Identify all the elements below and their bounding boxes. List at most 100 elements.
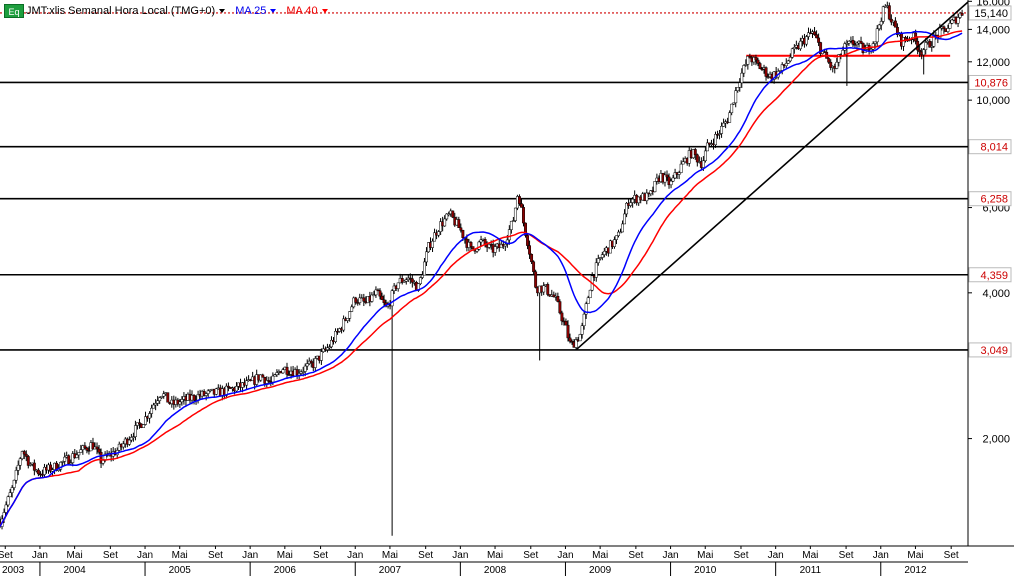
candle-body: [4, 504, 8, 513]
instrument-type-badge[interactable]: Eq: [4, 4, 24, 18]
ma25-legend[interactable]: MA 25: [235, 5, 267, 17]
candle-body: [528, 245, 532, 255]
year-label: 2010: [694, 565, 717, 576]
month-tick-label: Mai: [907, 550, 923, 561]
candle-body: [522, 207, 525, 224]
month-tick-label: Jan: [347, 550, 363, 561]
price-tick-label: 10,000: [976, 95, 1010, 107]
candle-body: [879, 21, 883, 26]
candle-body: [208, 389, 212, 392]
candle-body: [378, 290, 382, 297]
price-tick-label: 14,000: [976, 24, 1010, 36]
year-label: 2011: [800, 565, 822, 576]
candle-body: [829, 61, 833, 68]
candle-body: [479, 239, 483, 243]
month-tick-label: Set: [0, 550, 13, 561]
candle-body: [342, 318, 346, 331]
candle-body: [63, 456, 67, 462]
candle-body: [204, 393, 208, 396]
candle-body: [259, 374, 263, 381]
month-tick-label: Set: [418, 550, 433, 561]
candle-body: [645, 192, 649, 202]
candle-body: [61, 461, 65, 463]
candle-body: [578, 334, 582, 342]
candle-body: [400, 278, 404, 283]
candle-body: [433, 232, 437, 242]
candle-body: [461, 229, 465, 238]
candle-body: [354, 297, 358, 303]
candle-body: [732, 102, 736, 105]
month-tick-label: Set: [944, 550, 959, 561]
month-tick-label: Jan: [873, 550, 889, 561]
candle-body: [564, 321, 568, 326]
candle-body: [133, 425, 137, 437]
candle-body: [736, 87, 740, 91]
candle-body: [477, 241, 481, 250]
candle-body: [629, 202, 633, 206]
candle-body: [420, 274, 424, 278]
candle-body: [511, 220, 515, 222]
candle-body: [788, 57, 792, 62]
candle-body: [493, 246, 497, 253]
chart-title[interactable]: JMT:xlis Semanal Hora Local (TMG+0): [26, 5, 216, 17]
candle-body: [382, 299, 386, 304]
ma40-legend[interactable]: MA 40: [286, 5, 318, 17]
year-label: 2009: [589, 565, 612, 576]
candle-body: [26, 456, 30, 466]
price-axis: 2,0004,0006,0008,00010,00012,00014,00016…: [968, 0, 1012, 446]
candle-body: [560, 312, 564, 322]
candle-body: [150, 407, 154, 414]
price-tick-label: 4,000: [982, 288, 1010, 300]
candle-body: [677, 172, 681, 175]
month-tick-label: Jan: [557, 550, 573, 561]
month-tick-label: Set: [628, 550, 643, 561]
dropdown-triangle-icon[interactable]: [321, 9, 328, 13]
level-label-box: [968, 139, 1012, 155]
candle-body: [584, 303, 588, 315]
candle-body: [764, 67, 768, 77]
candle-body: [930, 46, 934, 48]
candle-body: [350, 306, 354, 312]
candle-body: [451, 210, 455, 218]
candle-body: [663, 174, 667, 183]
candle-body: [10, 487, 14, 493]
candle-body: [518, 196, 521, 204]
candle-body: [513, 207, 517, 221]
level-label: 6,258: [980, 194, 1008, 206]
month-tick-label: Set: [839, 550, 854, 561]
candle-body: [619, 231, 622, 234]
candle-body: [129, 437, 133, 441]
candle-body: [214, 388, 218, 395]
level-label: 10,876: [974, 77, 1008, 89]
candle-body: [356, 302, 360, 304]
candle-body: [716, 134, 719, 136]
candle-body: [665, 174, 669, 178]
dropdown-triangle-icon[interactable]: [219, 9, 226, 13]
month-tick-label: Jan: [242, 550, 258, 561]
candle-body: [792, 47, 796, 50]
candle-body: [69, 462, 73, 465]
month-tick-label: Mai: [592, 550, 608, 561]
candle-body: [542, 285, 546, 293]
candle-body: [703, 150, 707, 162]
candle-body: [85, 447, 89, 451]
candle-body: [469, 242, 473, 247]
candle-body: [566, 324, 570, 339]
candle-body: [780, 64, 784, 71]
candle-body: [362, 297, 366, 302]
year-label: 2006: [274, 565, 297, 576]
candle-body: [305, 363, 309, 367]
candle-body: [267, 380, 271, 382]
candle-body: [875, 28, 879, 43]
candle-body: [24, 453, 28, 457]
dropdown-triangle-icon[interactable]: [270, 9, 277, 13]
month-tick-label: Jan: [662, 550, 678, 561]
candle-body: [131, 436, 135, 438]
candle-body: [374, 289, 378, 296]
month-tick-label: Set: [313, 550, 328, 561]
candle-body: [319, 351, 323, 361]
month-tick-label: Set: [523, 550, 538, 561]
candle-body: [786, 60, 790, 64]
